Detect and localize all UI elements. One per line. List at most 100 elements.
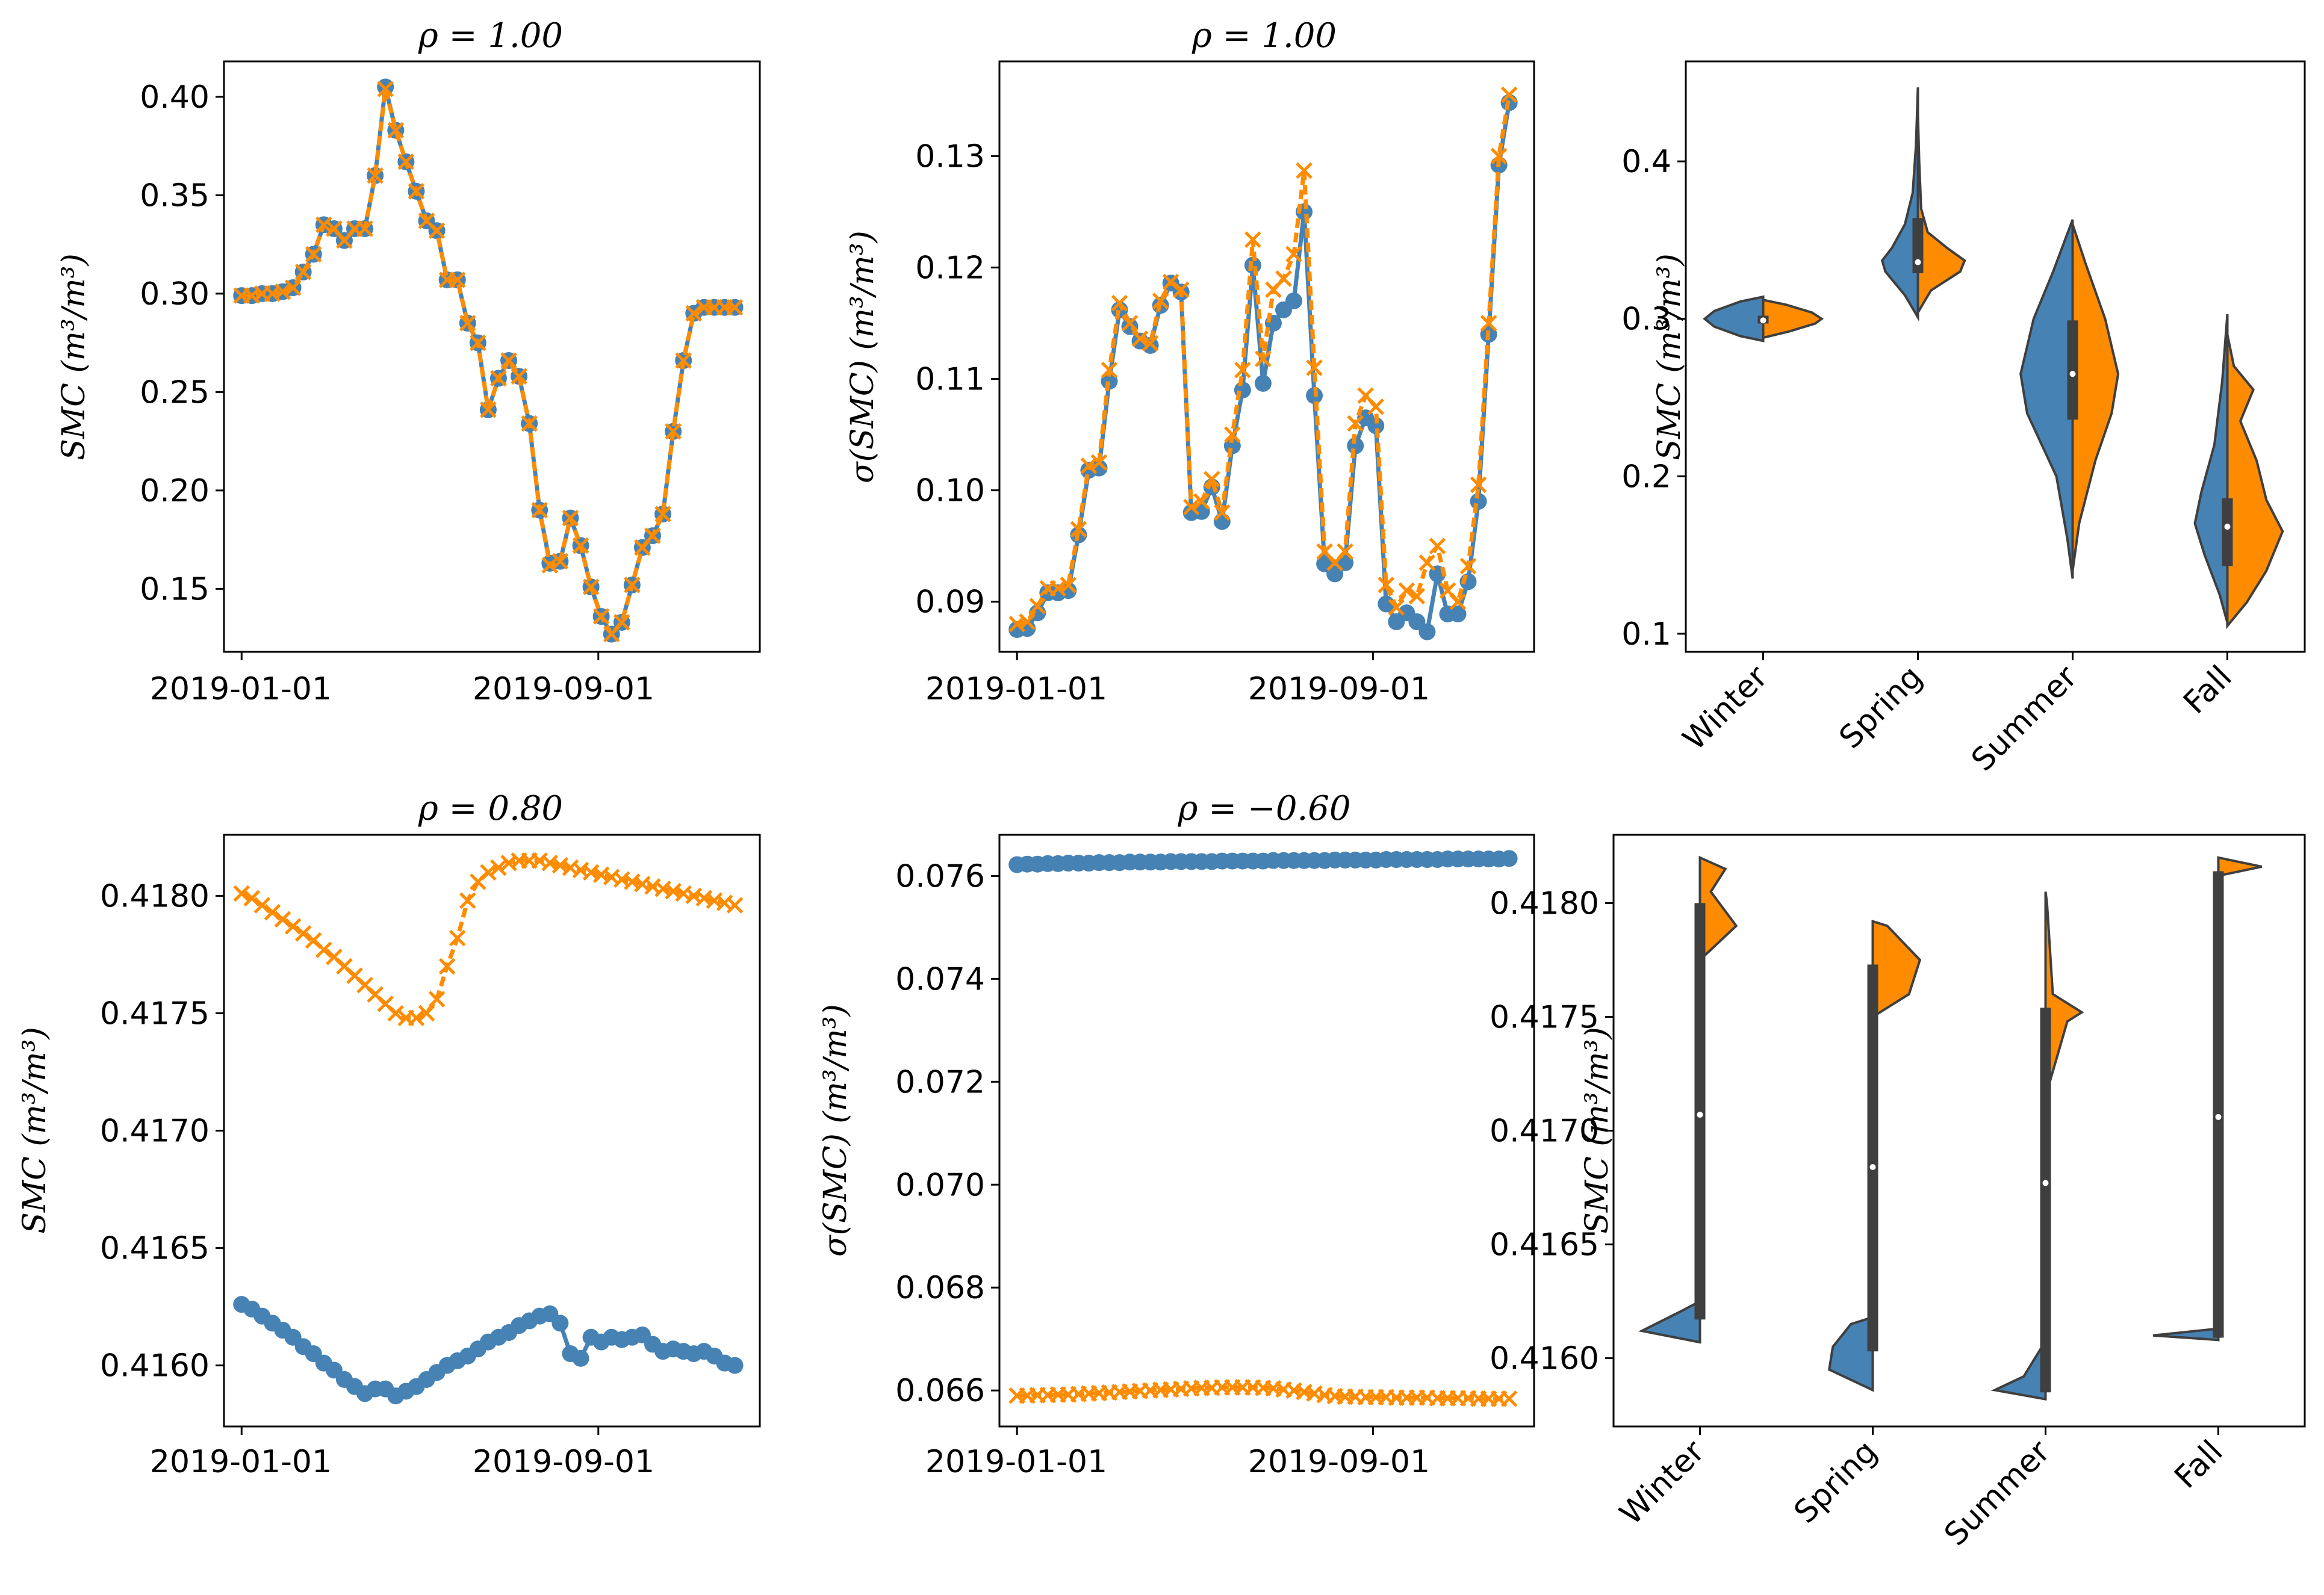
panel-6-violin-winter-left bbox=[1638, 1299, 1701, 1344]
panel-3-ytick-1: 0.2 bbox=[1621, 459, 1671, 495]
panel-6-violin-summer-right bbox=[2044, 891, 2084, 1097]
panel-2-series-0-point-20 bbox=[1213, 513, 1231, 530]
panel-4-series-1-point-0 bbox=[233, 885, 250, 902]
panel-3-violin-spring-right bbox=[1916, 114, 1966, 317]
panel-2-series-1-point-18 bbox=[1193, 493, 1210, 510]
panel-3-median-winter bbox=[1760, 317, 1766, 324]
panel-6-median-spring bbox=[1869, 1163, 1876, 1170]
panel-2-series-1-point-16 bbox=[1172, 281, 1190, 299]
panel-3: SMC (m³/m³) bbox=[1651, 253, 1688, 460]
panel-1-series-1-point-12 bbox=[356, 220, 373, 237]
panel-4-ytick-2: 0.4170 bbox=[100, 1113, 210, 1150]
panel-4-series-1-point-19 bbox=[428, 991, 446, 1008]
panel-2-series-1-point-21 bbox=[1224, 426, 1241, 443]
panel-2-series-1-point-33 bbox=[1347, 415, 1364, 432]
panel-1-plot: 0.15 0.20 0.25 0.30 0.35 0.40 bbox=[140, 60, 761, 660]
panel-1: ρ = 1.00 SMC (m³/m³) 2019-01-01 2019-09-… bbox=[56, 16, 654, 707]
panel-6-ytick-3: 0.4175 bbox=[1490, 999, 1599, 1035]
panel-3-violin-summer-left bbox=[2019, 219, 2074, 579]
panel-5-ytick-3: 0.072 bbox=[895, 1064, 985, 1100]
panel-1-series-1-point-42 bbox=[665, 423, 682, 440]
panel-6-violin-summer-left bbox=[1990, 1335, 2047, 1401]
panel-1-series-1-point-43 bbox=[675, 352, 692, 369]
panel-5-ylabel: σ(SMC) (m³/m³) bbox=[818, 1004, 854, 1257]
panel-2-series-1-point-46 bbox=[1480, 315, 1497, 332]
panel-3-box-spring bbox=[1912, 218, 1924, 273]
panel-4-series-1-point-48 bbox=[726, 897, 744, 914]
panel-1-xtick-0: 2019-01-01 bbox=[150, 671, 332, 707]
panel-2-series-1-point-20 bbox=[1214, 504, 1231, 521]
panel-2-series-1-point-5 bbox=[1060, 577, 1077, 593]
panel-5-xtick-1: 2019-09-01 bbox=[1248, 1444, 1430, 1480]
panel-3-ytick-3: 0.4 bbox=[1621, 144, 1671, 180]
panel-2-series-1-point-35 bbox=[1367, 398, 1385, 415]
panel-2-series-1-point-14 bbox=[1152, 293, 1169, 309]
panel-4-xtick-0: 2019-01-01 bbox=[150, 1444, 332, 1480]
panel-3-xtick-winter: Winter bbox=[1676, 658, 1775, 757]
panel-1-ytick-3: 0.30 bbox=[140, 276, 210, 312]
panel-1-series-1-point-4 bbox=[274, 283, 291, 300]
panel-5-series-0-point-48 bbox=[1500, 850, 1518, 867]
panel-6-plot: 0.4160 0.4165 0.4170 0.4175 0.4180 Winter Spri… bbox=[1490, 834, 2306, 1553]
panel-2-series-1-point-7 bbox=[1080, 457, 1098, 474]
panel-2-series-0-point-21 bbox=[1223, 437, 1241, 454]
panel-2-series-1-point-41 bbox=[1429, 537, 1446, 554]
panel-3-median-fall bbox=[2224, 524, 2231, 530]
panel-2-series-1-point-12 bbox=[1131, 330, 1149, 347]
panel-2-ylabel: σ(SMC) (m³/m³) bbox=[845, 231, 881, 483]
panel-2-series-1-point-10 bbox=[1111, 294, 1128, 312]
panel-4-series-1-point-4 bbox=[274, 911, 291, 928]
panel-2-series-0-point-40 bbox=[1418, 623, 1436, 640]
panel-2-xtick-1: 2019-09-01 bbox=[1248, 671, 1430, 707]
panel-2-ytick-0: 0.09 bbox=[915, 584, 985, 621]
panel-2-series-1-point-39 bbox=[1408, 587, 1426, 605]
panel-1-series-1-point-13 bbox=[367, 167, 384, 184]
panel-4-series-1-point-5 bbox=[284, 918, 302, 935]
panel-1-series-1-point-30 bbox=[541, 557, 559, 574]
panel-6-xtick-spring: Spring bbox=[1788, 1434, 1884, 1531]
panel-5-ytick-0: 0.066 bbox=[895, 1373, 985, 1409]
panel-6-box-summer bbox=[2040, 1008, 2051, 1393]
panel-4-series-1-point-6 bbox=[294, 925, 312, 942]
panel-2-series-1-point-45 bbox=[1470, 476, 1487, 494]
panel-4-title: ρ = 0.80 bbox=[418, 789, 563, 828]
panel-6-violin-spring-left bbox=[1827, 1315, 1874, 1392]
panel-1-series-1-point-27 bbox=[511, 368, 527, 385]
panel-4-ytick-0: 0.4160 bbox=[100, 1348, 210, 1384]
panel-2-series-1-point-23 bbox=[1244, 231, 1261, 248]
panel-1-series-1-point-33 bbox=[572, 537, 589, 554]
panel-2-series-1-point-28 bbox=[1296, 162, 1313, 179]
panel-1-series-1-point-31 bbox=[551, 553, 569, 570]
panel-5-ytick-1: 0.068 bbox=[895, 1270, 985, 1306]
panel-6-xtick-winter: Winter bbox=[1613, 1433, 1712, 1532]
panel-6-violin-fall-left bbox=[2152, 1327, 2220, 1342]
panel-1-series-1-point-24 bbox=[480, 401, 497, 418]
panel-4-series-0-point-48 bbox=[726, 1357, 744, 1374]
panel-4-series-1-point-1 bbox=[243, 890, 261, 907]
panel-3-frame bbox=[1685, 60, 2306, 653]
panel-6-box-spring bbox=[1867, 964, 1878, 1352]
panel-6-median-summer bbox=[2042, 1180, 2049, 1186]
panel-2-ytick-1: 0.10 bbox=[915, 473, 985, 509]
panel-2-series-0-point-9 bbox=[1101, 373, 1118, 390]
plot-layer: 0.150.200.250.300.350.400.090.100.110.12… bbox=[100, 60, 2306, 1553]
panel-4-ytick-3: 0.4175 bbox=[100, 996, 210, 1032]
panel-2: ρ = 1.00 σ(SMC) (m³/m³) 2019-01-01 2019-… bbox=[845, 16, 1430, 707]
panel-6-median-fall bbox=[2215, 1113, 2222, 1120]
panel-5-xtick-0: 2019-01-01 bbox=[925, 1444, 1107, 1480]
panel-1-title: ρ = 1.00 bbox=[418, 16, 563, 55]
panel-2-series-1-point-26 bbox=[1275, 270, 1292, 287]
panel-6-ytick-2: 0.4170 bbox=[1490, 1113, 1599, 1150]
panel-3-box-fall bbox=[2222, 498, 2233, 566]
panel-6-box-winter bbox=[1694, 903, 1706, 1320]
panel-2-series-1-point-13 bbox=[1142, 335, 1159, 352]
panel-2-series-1-point-37 bbox=[1388, 599, 1405, 616]
panel-1-series-1-point-29 bbox=[531, 501, 548, 519]
panel-6-violin-winter-right bbox=[1698, 855, 1738, 963]
panel-5-ytick-5: 0.076 bbox=[895, 858, 985, 894]
panel-4-series-1-point-22 bbox=[459, 892, 476, 909]
panel-6-box-fall bbox=[2213, 871, 2224, 1338]
panel-1-series-1-point-6 bbox=[294, 264, 312, 280]
panel-6-median-winter bbox=[1697, 1112, 1703, 1118]
panel-1-series-1-point-16 bbox=[397, 153, 415, 170]
